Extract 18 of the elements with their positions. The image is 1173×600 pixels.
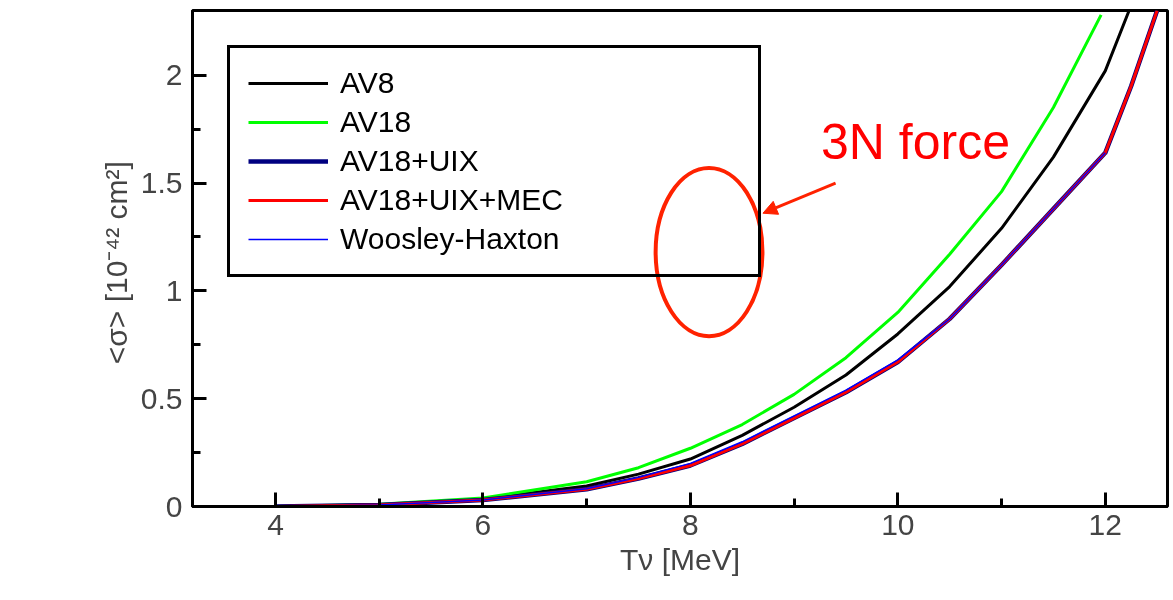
x-tick-label: 8 <box>682 507 699 541</box>
legend-label: AV18+UIX+MEC <box>340 183 564 217</box>
y-tick-label: 2 <box>165 58 183 92</box>
x-axis-title: Tν [MeV] <box>619 542 741 576</box>
legend-label: AV18 <box>340 105 413 139</box>
annotation: 3N force <box>821 114 1011 171</box>
legend-label: Woosley-Haxton <box>340 222 561 256</box>
y-tick-label: 1 <box>165 273 183 307</box>
legend-label: AV18+UIX <box>340 144 480 178</box>
y-axis-title: <σ> [10⁻⁴² cm²] <box>99 161 133 365</box>
y-tick-label: 1.5 <box>140 166 183 200</box>
x-tick-label: 6 <box>474 507 492 541</box>
y-tick-label: 0 <box>165 489 183 523</box>
legend-label: AV8 <box>340 66 396 100</box>
x-tick-label: 10 <box>881 507 915 541</box>
x-tick-label: 4 <box>267 507 284 541</box>
y-tick-label: 0.5 <box>140 381 183 415</box>
x-tick-label: 12 <box>1088 507 1122 541</box>
